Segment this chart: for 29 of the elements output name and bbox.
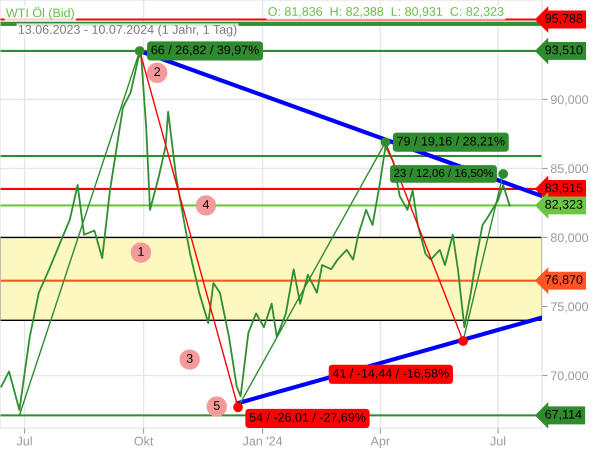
annotation: 3 — [186, 354, 193, 363]
ref-line-label: 67,114 — [545, 410, 582, 420]
ref-line-label: 93,510 — [545, 45, 582, 56]
x-tick-label: Jan '24 — [242, 436, 282, 446]
x-tick-label: Apr — [370, 436, 390, 448]
ref-line-label: 83,515 — [545, 183, 582, 194]
y-tick-label: 75,000 — [550, 302, 588, 313]
y-tick-label: 90,000 — [550, 95, 588, 106]
annotation: 2 — [154, 67, 160, 76]
x-tick-label: Okt — [134, 436, 154, 446]
y-tick-label: 85,000 — [550, 164, 588, 175]
annotation: 54 / -26,01 / -27,69% — [250, 412, 366, 424]
x-tick-label: Jul — [490, 436, 506, 446]
annotation: 5 — [214, 401, 220, 410]
annotation: 41 / -14,44 / -16,58% — [332, 368, 449, 380]
annotation: 4 — [202, 200, 210, 209]
y-tick-label: 70,000 — [550, 371, 588, 382]
annotation: 1 — [138, 247, 144, 256]
ref-line-label: 76,870 — [545, 275, 582, 286]
y-tick-label: 80,000 — [550, 233, 588, 244]
annotation: 66 / 26,82 / 39,97% — [151, 45, 259, 56]
text: WTI Öl (Bid) — [6, 6, 74, 20]
annotation: O: 81,836 H: 82,388 L: 80,931 C: 82,323 — [268, 7, 504, 18]
x-tick-label: Jul — [16, 436, 32, 446]
text: 13.06.2023 - 10.07.2024 (1 Jahr, 1 Tag) — [18, 24, 236, 36]
ref-line-label: 95,788 — [545, 14, 582, 24]
annotation: 23 / 12,06 / 16,50% — [394, 168, 494, 178]
ref-line-label: 82,323 — [545, 200, 582, 210]
annotation: 79 / 19,16 / 28,21% — [397, 136, 505, 148]
